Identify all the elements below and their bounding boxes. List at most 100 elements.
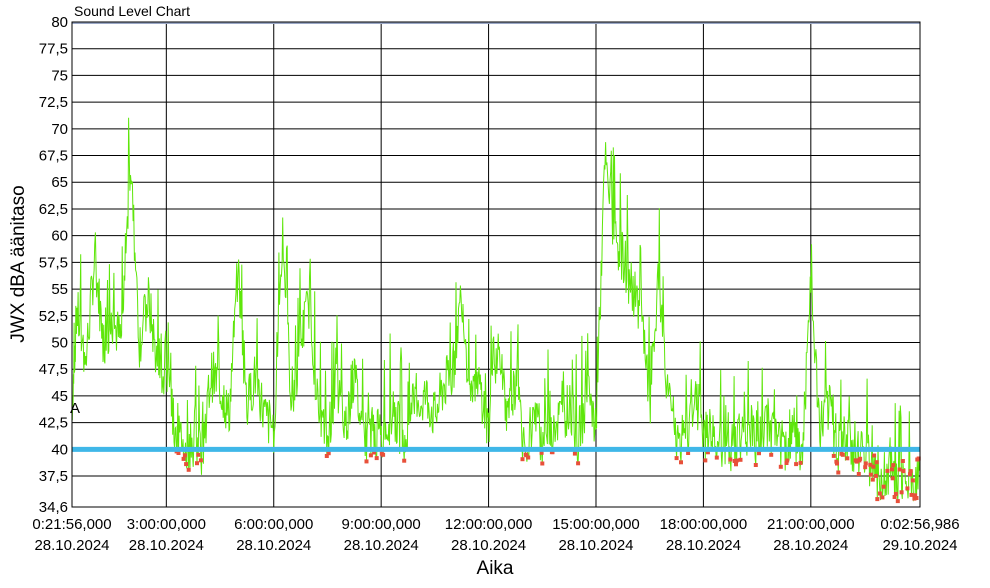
y-tick-label: 80 [51,14,68,31]
below-threshold-marker [901,469,906,474]
below-threshold-marker [858,456,863,461]
below-threshold-marker [877,491,882,496]
below-threshold-marker [196,452,201,457]
series-layer [71,117,920,502]
below-threshold-marker [181,456,186,461]
below-threshold-marker [870,477,875,482]
below-threshold-marker [908,469,913,474]
below-threshold-marker [913,493,918,498]
below-threshold-marker [734,462,738,467]
y-tick-label: 72,5 [39,94,68,111]
y-tick-label: 55 [51,281,68,298]
below-threshold-marker [854,459,859,464]
x-tick-date: 28.10.2024 [236,537,311,554]
plot-frame [71,21,921,508]
y-tick-label: 77,5 [39,41,68,58]
below-threshold-marker [874,473,878,478]
below-threshold-marker [890,467,894,472]
below-threshold-marker [916,456,921,461]
below-threshold-marker [576,461,581,466]
chart-title: Sound Level Chart [74,3,190,19]
below-threshold-marker [364,459,369,464]
x-tick-time: 3:00:00,000 [127,516,206,533]
below-threshold-marker [909,492,914,497]
x-tick-date: 28.10.2024 [666,537,741,554]
below-threshold-marker [845,456,850,461]
below-threshold-marker [872,453,877,458]
below-threshold-marker [910,478,915,483]
y-tick-label: 45 [51,388,68,405]
below-threshold-marker [836,470,841,475]
below-threshold-marker [868,462,873,467]
below-threshold-marker [374,456,379,461]
y-tick-label: 67,5 [39,148,68,165]
series-line [71,117,920,502]
x-tick-date: 28.10.2024 [34,537,109,554]
y-tick-label: 34,6 [39,499,68,516]
y-tick-label: 62,5 [39,201,68,218]
below-threshold-marker [572,451,577,456]
below-threshold-marker [182,453,187,458]
y-tick-label: 47,5 [39,361,68,378]
below-threshold-marker [895,499,900,504]
below-threshold-marker [880,495,885,500]
below-threshold-marker [875,497,880,502]
below-threshold-marker [705,450,710,455]
marker-label: A [70,400,80,417]
x-tick-time: 15:00:00,000 [552,516,640,533]
below-threshold-marker [899,490,904,495]
x-tick-date: 28.10.2024 [773,537,848,554]
x-axis-title: Aika [477,558,514,579]
x-tick-time: 12:00:00,000 [445,516,533,533]
below-threshold-marker [835,461,839,466]
below-threshold-marker [524,453,529,458]
below-threshold-marker [778,464,783,469]
below-threshold-marker [785,458,790,463]
below-threshold-marker [831,453,836,458]
below-threshold-marker [840,452,845,457]
y-tick-label: 52,5 [39,308,68,325]
below-threshold-marker [769,452,774,457]
y-tick-label: 70 [51,121,68,138]
x-tick-date: 28.10.2024 [129,537,204,554]
below-threshold-marker [914,496,919,500]
below-threshold-marker [198,458,203,463]
below-threshold-marker [738,457,743,462]
x-tick-time: 9:00:00,000 [342,516,421,533]
below-threshold-marker [176,451,181,455]
below-threshold-marker [326,451,331,456]
below-threshold-marker [890,476,895,481]
x-tick-time: 18:00:00,000 [660,516,748,533]
below-threshold-marker [540,461,545,466]
below-threshold-marker [900,459,905,463]
below-threshold-marker [757,451,761,456]
below-threshold-marker [881,484,886,489]
below-threshold-marker [885,468,890,473]
below-threshold-marker [686,451,691,455]
below-threshold-marker [734,458,739,463]
below-threshold-marker [714,455,719,460]
x-tick-date: 29.10.2024 [882,537,957,554]
below-threshold-marker [324,454,329,458]
x-tick-date: 28.10.2024 [451,537,526,554]
below-threshold-marker [539,450,544,455]
below-threshold-marker [520,457,525,462]
below-threshold-marker [402,458,407,463]
x-tick-date: 28.10.2024 [344,537,419,554]
y-tick-labels: 34,6 37,5 40 42,5 45 47,5 50 52,5 55 57,5 60 62,5 65… [39,14,68,516]
below-threshold-marker [368,453,373,458]
below-threshold-marker [908,472,912,477]
x-tick-labels: 0:21:56,000 28.10.2024 3:00:00,000 28.10.20… [32,516,959,554]
plot-background [72,22,920,507]
y-tick-label: 50 [51,334,68,351]
y-tick-label: 42,5 [39,415,68,432]
below-threshold-marker [863,461,868,466]
below-threshold-marker [679,460,683,465]
below-threshold-marker [905,486,910,491]
below-threshold-marker [892,495,897,499]
below-threshold-marker [381,452,386,457]
below-threshold-marker [186,467,191,472]
below-threshold-marker [893,491,898,496]
x-tick-time: 0:21:56,000 [32,516,111,533]
